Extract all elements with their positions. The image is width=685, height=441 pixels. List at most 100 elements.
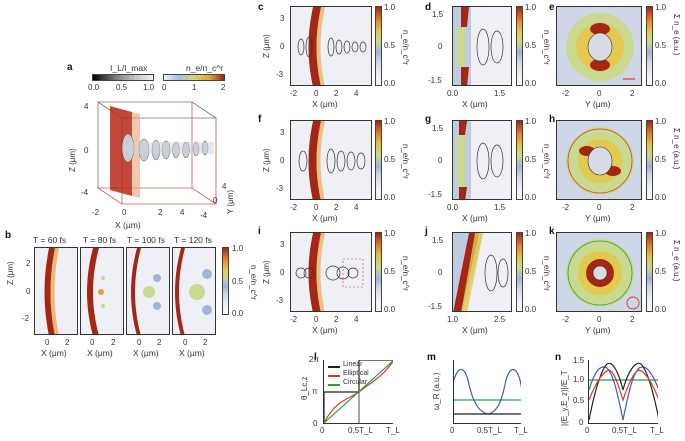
a-xtick-2: 2	[158, 208, 163, 217]
f-xtick-0: -2	[290, 203, 298, 212]
c-cbar-label: n_e/n_c^r	[401, 30, 410, 65]
h-xlabel: Y (μm)	[585, 213, 611, 223]
panel-label-l: l	[314, 352, 317, 363]
b-ytick-0: 2	[26, 259, 31, 268]
m-xtick-0: 0	[450, 426, 455, 435]
b-time-0: T = 60 fs	[33, 235, 67, 245]
k-xlabel: Y (μm)	[585, 325, 611, 335]
c-ytick-1: 0	[280, 42, 285, 51]
panel-label-b: b	[5, 230, 12, 241]
k-xtick-2: 2	[630, 315, 635, 324]
panel-label-h: h	[549, 114, 556, 125]
a-ztick-0: 4	[84, 102, 89, 111]
l-plot: Linear Elliptical Circular	[323, 360, 393, 424]
f-xtick-2: 2	[334, 203, 339, 212]
f-colorbar	[375, 120, 382, 200]
m-xtick-1: 0.5T_L	[477, 426, 502, 435]
l-legend-elliptical: Elliptical	[343, 370, 369, 377]
a-xlabel: X (μm)	[115, 220, 141, 230]
h-plot	[556, 120, 642, 200]
g-cbar-tick-2: 0.0	[525, 193, 537, 202]
g-xtick-0: 0.0	[447, 203, 459, 212]
c-cbar-tick-2: 0.0	[384, 79, 396, 88]
i-plot	[290, 232, 372, 312]
b-cbar-tick-0: 1.0	[232, 244, 244, 253]
a-cbar2-tick-2: 2	[221, 83, 226, 92]
g-ytick-2: -1.5	[428, 190, 442, 199]
h-xtick-2: 2	[630, 203, 635, 212]
i-xlabel: X (μm)	[312, 325, 338, 335]
l-xtick-2: T_L	[386, 426, 400, 435]
l-xtick-0: 0	[320, 426, 325, 435]
a-cbar1-tick-2: 1.0	[143, 83, 155, 92]
i-colorbar	[375, 232, 382, 312]
m-ylabel: ω_R (a.u.)	[432, 372, 441, 410]
panel-label-n: n	[555, 352, 562, 363]
f-cbar-tick-1: 0.5	[384, 155, 396, 164]
c-xtick-1: 0	[314, 89, 319, 98]
h-colorbar	[646, 120, 653, 200]
e-cbar-tick-0: 1.0	[655, 3, 667, 12]
j-ytick-1: 0	[438, 268, 443, 277]
n-xtick-2: T_L	[650, 426, 664, 435]
j-ytick-0: 1.5	[432, 236, 444, 245]
a-ytick-1: 0	[213, 196, 218, 205]
n-ylabel: |(E_y,E_z)|/E_T	[560, 370, 569, 426]
b-frame-80fs	[80, 247, 124, 335]
panel-label-f: f	[258, 114, 262, 125]
panel-label-g: g	[425, 114, 432, 125]
k-xtick-1: 0	[597, 315, 602, 324]
b-time-1: T = 80 fs	[83, 235, 117, 245]
j-colorbar	[516, 232, 523, 312]
e-xtick-2: 2	[630, 89, 635, 98]
a-density-colorbar	[163, 74, 225, 81]
b-time-2: T = 100 fs	[127, 235, 165, 245]
b-xtick-b1: 2	[111, 338, 116, 347]
a-xtick-3: 4	[180, 208, 185, 217]
a-zlabel: Z (μm)	[68, 148, 77, 172]
panel-label-c: c	[258, 2, 264, 13]
a-cbar2-tick-0: 0	[162, 83, 167, 92]
h-cbar-tick-1: 0.5	[655, 155, 667, 164]
j-xtick-1: 2.5	[494, 315, 506, 324]
b-cbar-tick-2: 0.0	[232, 309, 244, 318]
d-cbar-tick-2: 0.0	[525, 79, 537, 88]
h-cbar-label: Σ n_e (a.u.)	[672, 128, 681, 170]
i-ylabel: Z (μm)	[262, 260, 271, 284]
c-cbar-tick-0: 1.0	[384, 3, 396, 12]
b-xtick-a0: 0	[45, 338, 50, 347]
f-xtick-1: 0	[314, 203, 319, 212]
j-cbar-tick-2: 0.0	[525, 305, 537, 314]
c-cbar-tick-1: 0.5	[384, 41, 396, 50]
f-cbar-label: n_e/n_c^r	[401, 144, 410, 179]
panel-label-d: d	[425, 2, 432, 13]
d-ytick-0: 1.5	[432, 10, 444, 19]
i-xtick-0: -2	[290, 315, 298, 324]
l-legend-circular: Circular	[343, 379, 368, 386]
d-cbar-tick-1: 0.5	[525, 41, 537, 50]
c-ylabel: Z (μm)	[262, 34, 271, 58]
e-cbar-tick-1: 0.5	[655, 41, 667, 50]
n-ytick-3: 0	[579, 418, 584, 427]
b-time-3: T = 120 fs	[174, 235, 212, 245]
b-xtick-c1: 2	[157, 338, 162, 347]
panel-label-a: a	[67, 62, 73, 73]
h-xtick-1: 0	[597, 203, 602, 212]
b-cbar-tick-1: 0.5	[232, 277, 244, 286]
b-xtick-a1: 2	[65, 338, 70, 347]
a-xtick-0: -2	[92, 208, 100, 217]
k-xtick-0: -2	[562, 315, 570, 324]
h-cbar-tick-0: 1.0	[655, 117, 667, 126]
a-ztick-2: -4	[81, 188, 89, 197]
a-ylabel: Y (μm)	[226, 189, 235, 214]
g-xlabel: X (μm)	[462, 213, 488, 223]
j-cbar-tick-0: 1.0	[525, 229, 537, 238]
l-legend-line-elliptical	[328, 375, 340, 377]
d-plot	[452, 6, 512, 86]
k-cbar-tick-1: 0.5	[655, 267, 667, 276]
a-cbar2-label: n_e/n_c^r	[186, 63, 224, 73]
i-cbar-tick-1: 0.5	[384, 267, 396, 276]
a-cbar1-tick-1: 0.5	[116, 83, 128, 92]
i-ytick-2: -3	[276, 296, 284, 305]
i-xtick-3: 4	[354, 315, 359, 324]
